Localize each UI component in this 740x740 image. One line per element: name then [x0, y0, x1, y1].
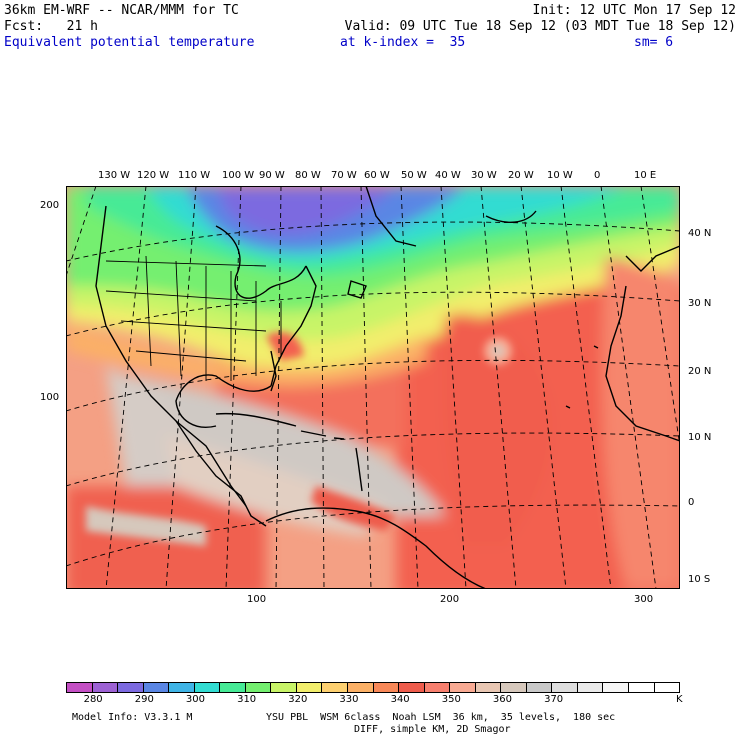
colorbar-swatch — [552, 683, 578, 692]
colorbar-swatch — [577, 683, 604, 692]
colorbar-swatch — [348, 683, 374, 692]
grid-y-label-100: 100 — [40, 392, 60, 403]
colorbar-swatch — [526, 683, 553, 692]
footer-model-info: Model Info: V3.3.1 M — [72, 712, 193, 723]
theta-e-map — [66, 186, 680, 589]
latitude-label: 30 N — [688, 298, 712, 309]
colorbar-tick-label: 310 — [237, 694, 257, 705]
south-america-coast — [265, 507, 487, 589]
colorbar-swatch — [475, 683, 502, 692]
colorbar-swatch — [194, 683, 221, 692]
colorbar-swatch — [629, 683, 655, 692]
grid-y-label-200: 200 — [40, 200, 60, 211]
colorbar-tick-label: 340 — [390, 694, 410, 705]
na-west-coast — [95, 205, 247, 507]
colorbar-unit: K — [676, 694, 683, 705]
header-init-time: Init: 12 UTC Mon 17 Sep 12 — [532, 3, 737, 18]
longitude-label: 10 W — [547, 170, 573, 181]
great-lakes-coast — [215, 225, 307, 299]
colorbar-swatch — [143, 683, 170, 692]
europe-coast — [625, 245, 680, 272]
latitude-label: 0 — [688, 497, 695, 508]
graticule — [66, 186, 680, 589]
header-level: at k-index = 35 — [340, 35, 466, 50]
footer-diffusion: DIFF, simple KM, 2D Smagor — [354, 724, 511, 735]
gulf-coast — [175, 374, 272, 428]
longitude-label: 50 W — [401, 170, 427, 181]
colorbar-tick-label: 370 — [544, 694, 564, 705]
colorbar-swatch — [424, 683, 451, 692]
grid-x-label-300: 300 — [634, 594, 654, 605]
central-america-coast — [175, 420, 267, 527]
longitude-label: 40 W — [435, 170, 461, 181]
colorbar-tick-label: 330 — [339, 694, 359, 705]
colorbar-swatch — [271, 683, 297, 692]
longitude-label: 60 W — [364, 170, 390, 181]
colorbar-swatch — [67, 683, 93, 692]
cuba-outline — [215, 412, 297, 427]
colorbar-swatch — [399, 683, 425, 692]
longitude-label: 10 E — [634, 170, 657, 181]
colorbar-swatch — [373, 683, 400, 692]
map-svg — [66, 186, 680, 589]
colorbar-swatch — [654, 683, 680, 692]
longitude-label: 130 W — [98, 170, 131, 181]
latitude-label: 10 N — [688, 432, 712, 443]
colorbar-swatch — [296, 683, 323, 692]
longitude-label: 30 W — [471, 170, 497, 181]
colorbar-swatch — [603, 683, 630, 692]
colorbar-tick-label: 360 — [492, 694, 512, 705]
colorbar-tick-label: 350 — [441, 694, 461, 705]
colorbar-tick-label: 280 — [83, 694, 103, 705]
longitude-label: 0 — [594, 170, 601, 181]
footer-physics: YSU PBL WSM 6class Noah LSM 36 km, 35 le… — [266, 712, 616, 723]
colorbar-swatch — [169, 683, 195, 692]
header-forecast-hour: Fcst: 21 h — [4, 19, 98, 34]
grid-x-label-200: 200 — [440, 594, 460, 605]
colorbar-swatch — [92, 683, 119, 692]
colorbar — [66, 682, 680, 693]
longitude-label: 20 W — [508, 170, 534, 181]
latitude-label: 20 N — [688, 366, 712, 377]
header-field-name: Equivalent potential temperature — [4, 35, 255, 50]
grid-x-label-100: 100 — [247, 594, 267, 605]
longitude-label: 70 W — [331, 170, 357, 181]
longitude-label: 90 W — [259, 170, 285, 181]
colorbar-swatch — [450, 683, 476, 692]
colorbar-swatch — [220, 683, 246, 692]
colorbar-tick-label: 290 — [134, 694, 154, 705]
latitude-label: 10 S — [688, 574, 711, 585]
header-model-title: 36km EM-WRF -- NCAR/MMM for TC — [4, 3, 239, 18]
longitude-label: 100 W — [222, 170, 255, 181]
header-smoothing: sm= 6 — [634, 35, 674, 50]
na-east-coast — [270, 265, 317, 387]
longitude-label: 80 W — [295, 170, 321, 181]
colorbar-tick-label: 320 — [288, 694, 308, 705]
colorbar-swatch — [501, 683, 527, 692]
state-borders — [105, 255, 282, 381]
map-frame — [66, 186, 680, 589]
colorbar-tick-label: 300 — [185, 694, 205, 705]
colorbar-swatch — [118, 683, 144, 692]
colorbar-swatch — [322, 683, 349, 692]
colorbar-swatch — [245, 683, 272, 692]
longitude-label: 120 W — [137, 170, 170, 181]
header-valid-time: Valid: 09 UTC Tue 18 Sep 12 (03 MDT Tue … — [344, 19, 736, 34]
latitude-label: 40 N — [688, 228, 712, 239]
longitude-label: 110 W — [178, 170, 211, 181]
